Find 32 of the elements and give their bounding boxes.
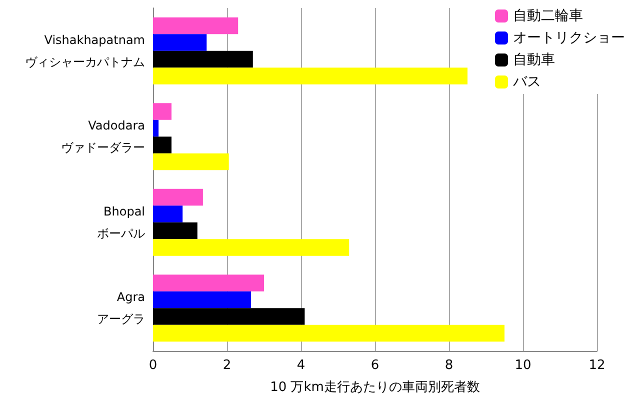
legend-label: バス xyxy=(512,74,541,90)
legend-label: 自動二輪車 xyxy=(513,8,583,24)
bar xyxy=(153,291,252,308)
bar xyxy=(153,324,504,342)
x-tick-label: 10 xyxy=(514,358,532,373)
legend-label: 自動車 xyxy=(513,52,555,68)
bar xyxy=(153,120,159,137)
y-tick-label: Vadodara ヴァドーダラー xyxy=(61,118,145,155)
bar xyxy=(153,68,468,84)
legend-label: オートリクショー xyxy=(513,30,625,46)
bar xyxy=(153,34,207,51)
bar xyxy=(153,153,229,170)
bar xyxy=(153,308,305,325)
bar xyxy=(153,17,238,34)
bar xyxy=(153,50,253,68)
y-tick-label: Vishakhapatnam ヴィシャーカパトナム xyxy=(25,32,145,69)
bar xyxy=(153,206,183,222)
bar xyxy=(153,136,172,154)
x-axis-title: 10 万km走行あたりの車両別死者数 xyxy=(270,380,480,395)
x-tick-label: 12 xyxy=(588,358,606,373)
y-tick-label: Agra アーグラ xyxy=(97,290,145,326)
x-tick-label: 8 xyxy=(444,358,454,373)
bar xyxy=(153,188,203,206)
bar xyxy=(153,222,198,240)
bar xyxy=(153,103,172,120)
bar xyxy=(153,239,350,256)
x-tick-label: 6 xyxy=(370,358,380,373)
x-tick-label: 4 xyxy=(296,358,306,373)
bar xyxy=(153,274,264,292)
x-tick-label: 2 xyxy=(222,358,232,373)
x-tick-label: 0 xyxy=(148,358,158,373)
y-tick-label: Bhopal ボーパル xyxy=(97,204,145,240)
